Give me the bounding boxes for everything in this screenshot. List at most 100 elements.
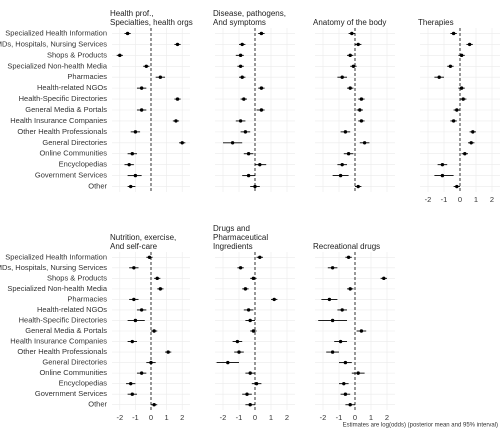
panel-title: Disease, pathogens, (213, 9, 286, 18)
point (258, 255, 262, 259)
point (356, 371, 360, 375)
point (133, 130, 138, 134)
point (356, 184, 360, 189)
panel-title: Recreational drugs (313, 242, 380, 251)
y-tick-label: Encyclopedias (59, 379, 108, 388)
y-tick-label: Encyclopedias (59, 160, 108, 169)
point (180, 141, 184, 145)
note: Estimates are log(odds) (posterior mean … (343, 423, 498, 429)
y-tick-label: Shops & Products (47, 273, 107, 282)
y-tick-label: Government Services (35, 389, 107, 398)
point (343, 360, 348, 365)
point (471, 130, 475, 134)
x-tick-label: 1 (269, 413, 273, 422)
point (133, 318, 138, 323)
y-tick-label: Pharmacies (67, 294, 107, 303)
point (359, 97, 364, 101)
point (382, 276, 386, 281)
y-tick-label: Other Health Professionals (17, 347, 107, 356)
point (351, 64, 356, 68)
point (155, 276, 159, 281)
x-tick-label: 2 (180, 413, 184, 422)
x-tick-label: 0 (253, 413, 257, 422)
y-tick-label: Online Communities (39, 149, 107, 158)
x-tick-label: -2 (320, 413, 327, 422)
point (463, 152, 467, 156)
y-tick-label: Health Insurance Companies (10, 337, 107, 346)
point (238, 53, 243, 58)
y-tick-label: Government Services (35, 171, 107, 180)
point (348, 403, 352, 407)
point (246, 152, 251, 156)
y-tick-label: Specialized Health Information (5, 252, 107, 261)
x-tick-label: 2 (285, 413, 289, 422)
panel-title: Ingredients (213, 242, 253, 251)
y-tick-label: Specialized Non-health Media (7, 284, 107, 293)
point (327, 297, 332, 302)
y-tick-label: Health Insurance Companies (10, 116, 107, 125)
y-tick-label: MDs, Hospitals, Nursing Services (0, 263, 107, 272)
x-tick-label: 1 (369, 413, 373, 422)
point (248, 318, 252, 323)
panel-title: Specialties, health orgs (110, 18, 193, 27)
point (127, 162, 131, 167)
point (346, 152, 351, 156)
x-tick-label: -1 (441, 195, 448, 204)
point (455, 184, 459, 189)
point (350, 31, 354, 36)
x-tick-label: 1 (474, 195, 478, 204)
point (125, 31, 130, 36)
point (130, 152, 134, 156)
point (451, 31, 456, 36)
point (158, 75, 163, 79)
x-tick-label: -1 (336, 413, 343, 422)
point (251, 276, 256, 281)
point (144, 64, 149, 68)
point (272, 297, 276, 302)
point (240, 75, 244, 79)
point (440, 162, 445, 167)
point (152, 403, 156, 407)
point (359, 119, 364, 123)
point (246, 308, 251, 312)
point (175, 97, 180, 101)
point (243, 130, 248, 134)
point (230, 141, 235, 145)
point (254, 381, 259, 386)
y-tick-label: General Media & Portals (25, 105, 107, 114)
y-tick-label: General Media & Portals (25, 326, 107, 335)
y-tick-label: Pharmacies (67, 72, 107, 81)
y-tick-label: Specialized Health Information (5, 28, 107, 37)
point (149, 360, 153, 365)
y-tick-label: MDs, Hospitals, Nursing Services (0, 39, 107, 48)
point (240, 42, 244, 47)
x-tick-label: 0 (149, 413, 153, 422)
point (259, 31, 264, 36)
point (118, 53, 122, 58)
y-tick-label: General Directories (42, 138, 107, 147)
panel-title: And symptoms (213, 18, 266, 27)
point (139, 108, 144, 112)
point (440, 173, 445, 178)
point (242, 97, 246, 101)
point (166, 350, 170, 354)
point (340, 162, 344, 167)
point (175, 42, 180, 47)
point (342, 381, 346, 386)
panel-title: Anatomy of the body (313, 18, 386, 27)
point (348, 86, 352, 90)
y-tick-label: Specialized Non-health Media (7, 61, 107, 70)
panel-title: Health prof., (110, 9, 154, 18)
point (235, 339, 240, 344)
point (139, 371, 144, 375)
x-tick-label: -1 (132, 413, 139, 422)
point (451, 119, 456, 123)
x-tick-label: 1 (165, 413, 169, 422)
point (152, 329, 156, 333)
point (362, 141, 367, 145)
point (348, 53, 352, 58)
point (359, 329, 364, 333)
point (448, 64, 453, 68)
